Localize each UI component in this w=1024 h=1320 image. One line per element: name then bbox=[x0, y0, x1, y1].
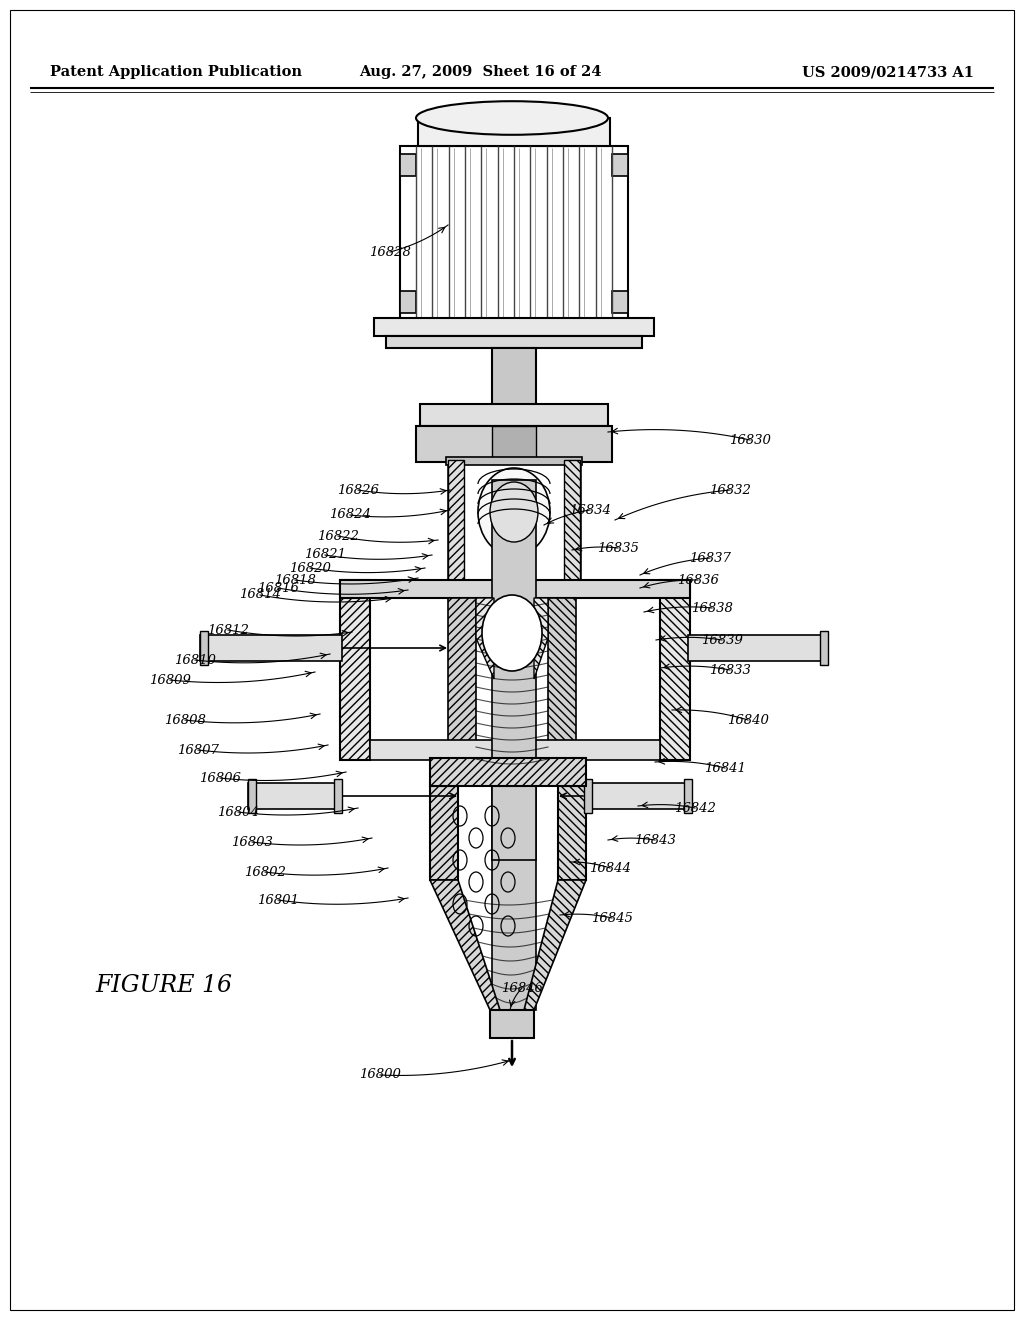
Polygon shape bbox=[524, 880, 586, 1010]
Text: 16810: 16810 bbox=[174, 653, 216, 667]
Ellipse shape bbox=[482, 595, 542, 671]
Bar bbox=[492, 785, 536, 1010]
Bar bbox=[340, 579, 690, 598]
Bar bbox=[446, 457, 582, 465]
Text: 16840: 16840 bbox=[727, 714, 769, 726]
Text: 16837: 16837 bbox=[689, 552, 731, 565]
Bar bbox=[492, 348, 536, 407]
Text: Patent Application Publication: Patent Application Publication bbox=[50, 65, 302, 79]
Text: 16807: 16807 bbox=[177, 743, 219, 756]
Bar bbox=[490, 1010, 534, 1038]
Text: 16822: 16822 bbox=[317, 529, 359, 543]
Polygon shape bbox=[476, 598, 494, 678]
Text: 16809: 16809 bbox=[150, 673, 190, 686]
Text: 16835: 16835 bbox=[597, 541, 639, 554]
Text: 16833: 16833 bbox=[709, 664, 751, 676]
Text: 16800: 16800 bbox=[359, 1068, 401, 1081]
Bar bbox=[400, 147, 628, 321]
Bar bbox=[200, 631, 208, 665]
Text: US 2009/0214733 A1: US 2009/0214733 A1 bbox=[802, 65, 974, 79]
Bar bbox=[660, 579, 690, 760]
Bar bbox=[564, 459, 580, 579]
Text: 16808: 16808 bbox=[164, 714, 206, 726]
Text: 16814: 16814 bbox=[239, 589, 281, 602]
Text: 16826: 16826 bbox=[337, 483, 379, 496]
Bar bbox=[200, 635, 342, 661]
Bar bbox=[612, 154, 628, 176]
Bar bbox=[558, 785, 586, 880]
Bar bbox=[334, 779, 342, 813]
Bar bbox=[340, 579, 370, 760]
Bar bbox=[820, 631, 828, 665]
Text: 16806: 16806 bbox=[199, 771, 241, 784]
Text: 16830: 16830 bbox=[729, 433, 771, 446]
Text: 16841: 16841 bbox=[705, 762, 745, 775]
Text: 16801: 16801 bbox=[257, 894, 299, 907]
Text: Aug. 27, 2009  Sheet 16 of 24: Aug. 27, 2009 Sheet 16 of 24 bbox=[358, 65, 601, 79]
Bar bbox=[584, 779, 592, 813]
Text: 16838: 16838 bbox=[691, 602, 733, 615]
Bar bbox=[418, 117, 610, 147]
Text: 16804: 16804 bbox=[217, 805, 259, 818]
Polygon shape bbox=[534, 598, 548, 678]
Text: 16842: 16842 bbox=[674, 801, 716, 814]
Bar bbox=[374, 318, 654, 337]
Polygon shape bbox=[430, 880, 500, 1010]
Text: 16803: 16803 bbox=[231, 836, 273, 849]
Bar bbox=[400, 154, 416, 176]
Bar bbox=[248, 783, 342, 809]
Bar bbox=[430, 758, 586, 785]
Text: 16846: 16846 bbox=[501, 982, 543, 994]
Bar bbox=[449, 598, 476, 760]
Text: 16824: 16824 bbox=[329, 508, 371, 521]
Text: 16828: 16828 bbox=[369, 246, 411, 259]
Bar bbox=[548, 598, 575, 760]
Bar bbox=[430, 785, 458, 880]
Text: 16818: 16818 bbox=[274, 573, 316, 586]
Ellipse shape bbox=[478, 469, 550, 556]
Text: 16843: 16843 bbox=[634, 833, 676, 846]
Ellipse shape bbox=[490, 482, 538, 543]
Ellipse shape bbox=[416, 102, 608, 135]
Bar bbox=[416, 426, 612, 462]
Bar bbox=[449, 459, 580, 579]
Bar bbox=[492, 426, 536, 462]
Text: 16812: 16812 bbox=[207, 623, 249, 636]
Bar bbox=[584, 783, 692, 809]
Text: 16802: 16802 bbox=[244, 866, 286, 879]
Bar bbox=[688, 635, 828, 661]
Bar bbox=[612, 290, 628, 313]
Text: 16839: 16839 bbox=[701, 634, 743, 647]
Text: 16836: 16836 bbox=[677, 573, 719, 586]
Text: FIGURE 16: FIGURE 16 bbox=[95, 974, 232, 997]
Bar bbox=[420, 404, 608, 426]
Bar bbox=[386, 337, 642, 348]
Bar bbox=[248, 779, 256, 813]
Text: 16844: 16844 bbox=[589, 862, 631, 874]
Text: 16821: 16821 bbox=[304, 549, 346, 561]
Text: 16820: 16820 bbox=[289, 561, 331, 574]
Text: 16816: 16816 bbox=[257, 582, 299, 594]
Bar bbox=[492, 480, 536, 861]
Bar bbox=[370, 741, 660, 760]
Text: 16834: 16834 bbox=[569, 503, 611, 516]
Bar bbox=[449, 459, 464, 579]
Text: 16845: 16845 bbox=[591, 912, 633, 924]
Bar bbox=[684, 779, 692, 813]
Text: 16832: 16832 bbox=[709, 483, 751, 496]
Bar bbox=[400, 290, 416, 313]
